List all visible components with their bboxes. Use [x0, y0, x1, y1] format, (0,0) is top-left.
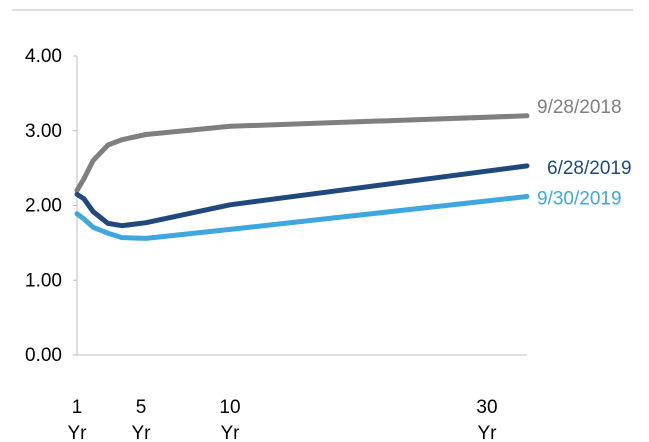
- x-axis-ticks: 1 Yr 5 Yr 10 Yr 30 Yr: [68, 397, 498, 442]
- x-tick-label-top: 5: [136, 397, 147, 418]
- series-labels: 9/28/2018 6/28/2019 9/30/2019: [537, 97, 632, 210]
- y-tick-label: 4.00: [25, 46, 62, 67]
- series-label-1: 6/28/2019: [547, 158, 632, 179]
- series-line-0: [74, 113, 530, 193]
- series-label-0: 9/28/2018: [537, 97, 622, 118]
- y-tick-label: 1.00: [25, 270, 62, 291]
- series-lines: [74, 113, 530, 241]
- y-axis-ticks: 0.00 1.00 2.00 3.00 4.00: [25, 46, 77, 366]
- series-line-2: [74, 194, 530, 241]
- y-tick-label: 3.00: [25, 121, 62, 142]
- x-tick-label-bottom: Yr: [221, 423, 241, 442]
- y-tick-label: 2.00: [25, 196, 62, 217]
- x-tick-label-top: 1: [72, 397, 83, 418]
- x-tick-label-bottom: Yr: [478, 423, 498, 442]
- x-tick-label-bottom: Yr: [132, 423, 152, 442]
- y-tick-label: 0.00: [25, 345, 62, 366]
- series-line-1: [74, 163, 530, 229]
- series-label-2: 9/30/2019: [537, 189, 622, 210]
- x-tick-label-bottom: Yr: [68, 423, 88, 442]
- x-tick-label-top: 10: [219, 397, 240, 418]
- x-tick-label-top: 30: [476, 397, 497, 418]
